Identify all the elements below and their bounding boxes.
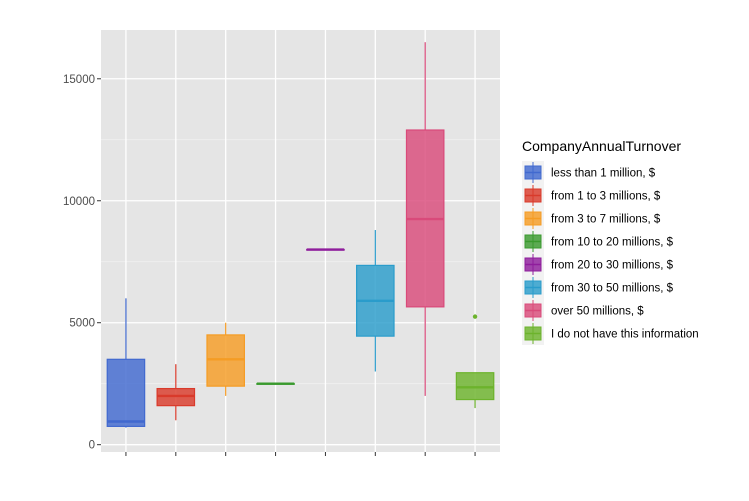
y-tick-label: 10000: [63, 196, 95, 208]
box-5: [306, 248, 345, 251]
box-8: [455, 314, 495, 409]
legend-key-2: from 1 to 3 millions, $: [522, 184, 661, 207]
legend-key-7: over 50 millions, $: [522, 299, 644, 322]
box-7: [405, 42, 445, 396]
legend-label: from 10 to 20 millions, $: [551, 237, 674, 249]
box-4: [256, 382, 295, 385]
box-3: [206, 322, 245, 396]
legend-label: less than 1 million, $: [551, 168, 656, 180]
legend-key-6: from 30 to 50 millions, $: [522, 276, 674, 299]
x-axis: [125, 452, 476, 456]
outlier-point: [472, 314, 478, 319]
y-tick-label: 15000: [63, 74, 95, 86]
legend: CompanyAnnualTurnover less than 1 millio…: [522, 138, 699, 345]
legend-label: I do not have this information: [551, 329, 699, 341]
legend-key-3: from 3 to 7 millions, $: [522, 207, 661, 230]
legend-key-8: I do not have this information: [522, 322, 699, 345]
y-tick-label: 5000: [69, 318, 95, 330]
legend-label: from 20 to 30 millions, $: [551, 260, 674, 272]
legend-keys: less than 1 million, $ from 1 to 3 millio…: [522, 161, 699, 345]
box-6: [356, 230, 395, 372]
box-2: [156, 364, 196, 421]
legend-key-5: from 20 to 30 millions, $: [522, 253, 674, 276]
y-axis: 0 5000 10000 15000: [63, 74, 101, 452]
box-body: [206, 334, 245, 387]
legend-label: over 50 millions, $: [551, 306, 644, 318]
y-tick-label: 0: [89, 440, 95, 452]
box-body: [455, 372, 495, 401]
legend-key-4: from 10 to 20 millions, $: [522, 230, 674, 253]
legend-label: from 3 to 7 millions, $: [551, 214, 661, 226]
box-1: [106, 298, 146, 428]
box-body: [156, 387, 196, 407]
legend-label: from 1 to 3 millions, $: [551, 191, 661, 203]
box-group: [106, 42, 495, 428]
box-body: [106, 358, 146, 427]
legend-key-1: less than 1 million, $: [522, 161, 656, 184]
legend-label: from 30 to 50 millions, $: [551, 283, 674, 295]
legend-title: CompanyAnnualTurnover: [522, 138, 681, 154]
